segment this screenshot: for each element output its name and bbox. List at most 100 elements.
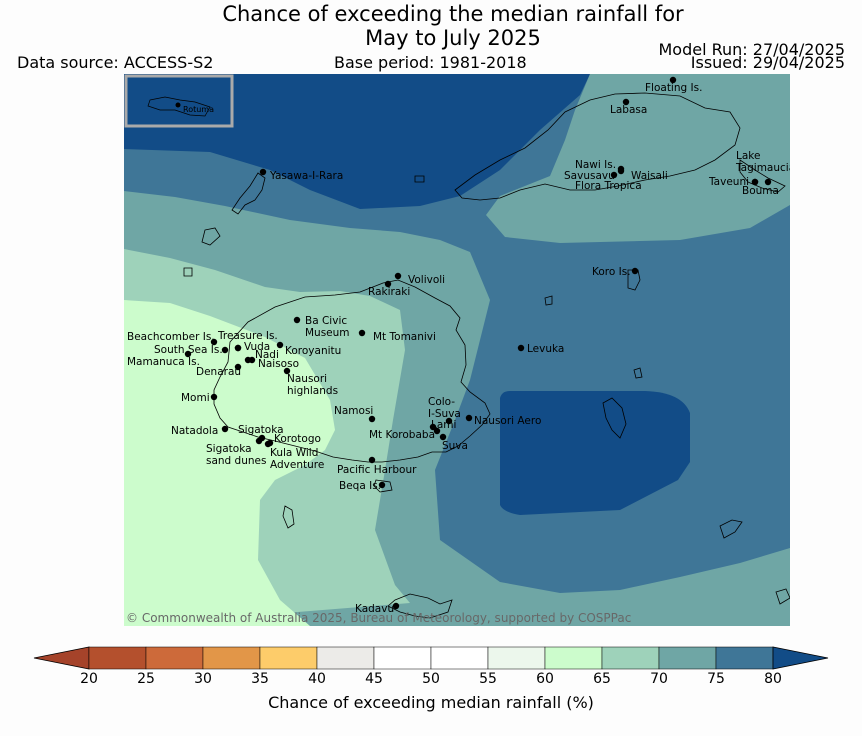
colorbar-tick-30: 30 [194,671,212,687]
momi-marker [210,393,218,401]
zone-60-65 [124,300,335,626]
mt-korobaba-label: Mt Korobaba [369,429,435,441]
copyright-credit: © Commonwealth of Australia 2025, Bureau… [126,611,631,625]
kadavu-coast [387,593,453,619]
map-panel: Rotuma Floating Is. Labasa Yasawa-I-Rara Na… [124,74,795,626]
kula-wild-adventure-label: Kula Wild Adventure [270,447,324,471]
pacific-harbour-marker [368,456,376,464]
momi-label: Momi [181,392,210,404]
vuda-marker [234,344,242,352]
colorbar-tick-60: 60 [536,671,554,687]
ba-civic-museum-label: Ba Civic Museum [305,315,350,339]
coastlines [183,92,790,619]
south-sea-is-label: South Sea Is. [154,344,223,356]
vanua-levu-coast [454,92,741,201]
model-run-label: Model Run: 27/04/2025 [658,40,846,59]
rakiraki-label: Rakiraki [368,286,410,298]
colorbar-tick-20: 20 [80,671,98,687]
waisali-label: Waisali [631,170,668,182]
colorbar-tick-40: 40 [308,671,326,687]
taveuni-coast [739,159,786,193]
bouma-marker [764,178,772,186]
mt-tomanivi-label: Mt Tomanivi [373,331,436,343]
volivoli-marker [394,272,402,280]
beqa-coast [373,479,393,493]
island-east-coast [602,397,627,439]
namosi-marker [368,415,376,423]
colo-i-suva-marker [445,417,453,425]
colorbar-extend-low [33,646,90,670]
colorbar-segment-40-45 [316,646,375,670]
sigatoka-sand-dunes-marker [255,437,263,445]
suva-marker [439,433,447,441]
yasawa-i-rara-label: Yasawa-I-Rara [269,170,343,182]
colorbar-segment-30-35 [202,646,261,670]
floating-is-label: Floating Is. [645,82,702,94]
zone-80-plus-north [124,74,590,209]
title-line-2: May to July 2025 [365,26,541,50]
kula-wild-adventure-marker [264,440,272,448]
natadola-label: Natadola [171,425,218,437]
mt-tomanivi-marker [358,329,366,337]
waisali-marker [617,167,625,175]
island-se-coast [719,519,743,539]
base-period-label: Base period: 1981-2018 [334,53,527,72]
lake-tagimaucia-label: Lake Tagimaucia [735,150,795,174]
kadavu-marker [392,602,400,610]
vatulele-coast [282,505,295,529]
labasa-label: Labasa [610,104,647,116]
nausori-aero-marker [465,414,473,422]
savusavu-marker [610,171,618,179]
place-labels: Floating Is. Labasa Yasawa-I-Rara Nawi Is. S… [127,76,795,615]
title-line-1: Chance of exceeding the median rainfall … [222,2,684,26]
flora-tropica-label: Flora Tropica [575,180,642,192]
beqa-is-marker [378,481,386,489]
labasa-marker [622,98,630,106]
beachcomber-is-label: Beachcomber Is. [127,331,215,343]
taveuni-label: Taveuni [708,176,749,188]
colorbar-tick-80: 80 [764,671,782,687]
south-sea-is-marker [221,346,229,354]
koro-is-marker [631,267,639,275]
rotuma-label: Rotuma [183,105,214,114]
namosi-label: Namosi [334,405,373,417]
data-source-label: Data source: ACCESS-S2 [17,53,214,72]
rotuma-marker [175,102,181,108]
colorbar-tick-75: 75 [707,671,725,687]
colorbar-tick-65: 65 [593,671,611,687]
korotogo-label: Korotogo [274,433,321,445]
colorbar-segment-55-60 [487,646,546,670]
koroyanitu-label: Koroyanitu [285,345,341,357]
zone-70-75-north [486,74,790,243]
colo-i-suva-label: Colo-I-Suva [428,396,461,420]
nausori-highlands-label: Nausori highlands [287,373,338,397]
kadavu-label: Kadavu [355,603,394,615]
colorbar-tick-25: 25 [137,671,155,687]
lami-marker [429,423,437,431]
koroyanitu-marker [276,341,284,349]
colorbar-tick-70: 70 [650,671,668,687]
natadola-marker [221,425,229,433]
inset-rotuma: Rotuma [124,74,234,128]
nausori-aero-label: Nausori Aero [474,415,541,427]
mamanuca-is-label: Mamanuca Is. [127,356,200,368]
nausori-highlands-marker [283,367,291,375]
colorbar-segment-25-30 [145,646,204,670]
islet-west-coast [183,267,193,277]
nawi-is-label: Nawi Is. [575,159,616,171]
colorbar-tick-50: 50 [422,671,440,687]
islet-central-coast [544,295,553,306]
levuka-marker [517,344,525,352]
chart-title: Chance of exceeding the median rainfall … [0,2,862,50]
islet-lau-coast [633,367,643,379]
issued-label: Issued: 29/04/2025 [690,53,845,72]
island-far-se-coast [775,588,790,605]
zone-80-plus-south [500,391,690,515]
taveuni-marker [751,178,759,186]
floating-is-marker [669,76,677,84]
pacific-harbour-label: Pacific Harbour [337,464,417,476]
rakiraki-marker [384,280,392,288]
rotuma-coast [147,96,211,117]
colorbar-segment-35-40 [259,646,318,670]
